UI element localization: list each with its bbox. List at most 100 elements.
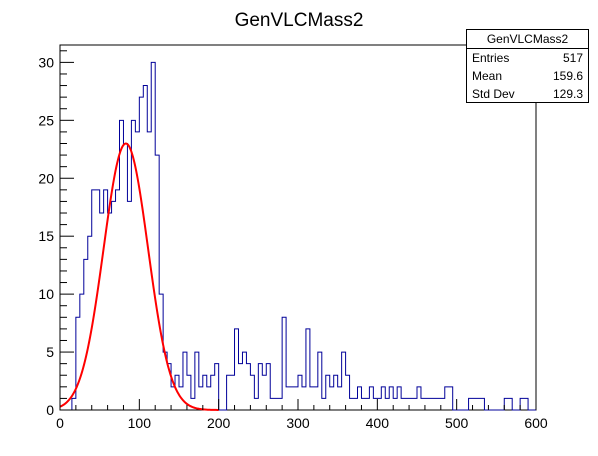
histogram-bin [318, 352, 322, 410]
histogram-bin [342, 352, 346, 410]
histogram-bin [417, 387, 421, 410]
y-tick-label: 5 [46, 344, 54, 360]
y-tick-label: 20 [38, 170, 54, 186]
stats-value: 159.6 [552, 69, 583, 83]
histogram-bin [361, 398, 365, 410]
y-tick-label: 15 [38, 228, 54, 244]
histogram-bin [203, 375, 207, 410]
histogram-bin [116, 190, 120, 410]
histogram-bin [199, 387, 203, 410]
histogram-bin [246, 364, 250, 410]
histogram-bin [274, 398, 278, 410]
histogram-bin [80, 294, 84, 410]
histogram-bin [159, 294, 163, 410]
stats-value: 129.3 [552, 87, 583, 101]
stats-box: GenVLCMass2 Entries 517 Mean 159.6 Std D… [466, 29, 589, 103]
histogram-bin [207, 387, 211, 410]
histogram-steps [60, 61, 536, 411]
stats-label: Mean [472, 69, 503, 83]
histogram-bin [76, 317, 80, 410]
histogram-bin [282, 317, 286, 410]
stats-row-entries: Entries 517 [467, 49, 588, 67]
histogram-bin [143, 86, 147, 410]
histogram-bin [409, 398, 413, 410]
histogram-bin [123, 143, 127, 410]
histogram-bin [330, 387, 334, 410]
plot-frame [59, 44, 537, 411]
histogram-bin [254, 398, 258, 410]
histogram-bin [473, 398, 477, 410]
histogram-bin [262, 375, 266, 410]
histogram-bin [389, 387, 393, 410]
histogram-bin [377, 398, 381, 410]
histogram-bin [278, 398, 282, 410]
histogram-bin [338, 387, 342, 410]
histogram-bin [310, 387, 314, 410]
histogram-bin [227, 375, 231, 410]
histogram-bin [334, 375, 338, 410]
histogram-bin [520, 398, 524, 410]
y-tick-label: 0 [46, 402, 54, 418]
chart-title: GenVLCMass2 [235, 10, 364, 31]
x-tick-label: 100 [128, 415, 152, 431]
histogram-bin [369, 387, 373, 410]
histogram-bin [231, 375, 235, 410]
y-tick-label: 25 [38, 112, 54, 128]
histogram-bin [350, 398, 354, 410]
histogram-bin [445, 387, 449, 410]
histogram-bin [405, 398, 409, 410]
histogram-bin [108, 213, 112, 410]
stats-value: 517 [562, 51, 583, 65]
histogram-bin [504, 398, 508, 410]
histogram-bin [480, 398, 484, 410]
histogram-bin [294, 387, 298, 410]
histogram-bin [421, 398, 425, 410]
histogram-bin [437, 398, 441, 410]
histogram-bin [381, 387, 385, 410]
y-tick-label: 30 [38, 54, 54, 70]
histogram-bin [88, 236, 92, 410]
stats-label: Std Dev [472, 87, 515, 101]
histogram-bin [92, 190, 96, 410]
histogram-bin [425, 398, 429, 410]
axis-layer: 0 100 200 300 400 500 600 0 5 10 15 20 25 30 [38, 50, 548, 431]
x-tick-label: 400 [366, 415, 390, 431]
histogram-bin [127, 201, 131, 410]
histogram-bin [354, 398, 358, 410]
fit-layer [59, 142, 219, 411]
histogram-bin [393, 398, 397, 410]
histogram-bin [84, 259, 88, 410]
histogram-bin [155, 155, 159, 410]
histogram-bin [358, 387, 362, 410]
histogram-bin [397, 387, 401, 410]
histogram-bin [286, 387, 290, 410]
histogram-bin [314, 387, 318, 410]
histogram-bin [266, 364, 270, 410]
y-tick-label: 10 [38, 286, 54, 302]
histogram-bin [215, 364, 219, 410]
x-tick-label: 500 [445, 415, 469, 431]
histogram-bin [250, 375, 254, 410]
gaussian-fit-curve [59, 142, 219, 411]
histogram-bin [239, 364, 243, 410]
histogram-bin [120, 120, 124, 410]
histogram-bin [413, 398, 417, 410]
histogram-bin [449, 387, 453, 410]
histogram-bin [477, 398, 481, 410]
x-tick-label: 0 [56, 415, 64, 431]
histogram-bin [469, 398, 473, 410]
histogram-bin [433, 398, 437, 410]
histogram-bin [270, 398, 274, 410]
histogram-bin [72, 398, 76, 410]
histogram-bin [298, 375, 302, 410]
x-tick-label: 300 [286, 415, 310, 431]
histogram-bin [429, 398, 433, 410]
histogram-bin [290, 387, 294, 410]
histogram-bin [302, 387, 306, 410]
histogram-bin [326, 375, 330, 410]
x-tick-label: 200 [207, 415, 231, 431]
histogram-bin [401, 398, 405, 410]
histogram-bin [306, 329, 310, 410]
histogram-bin [365, 398, 369, 410]
